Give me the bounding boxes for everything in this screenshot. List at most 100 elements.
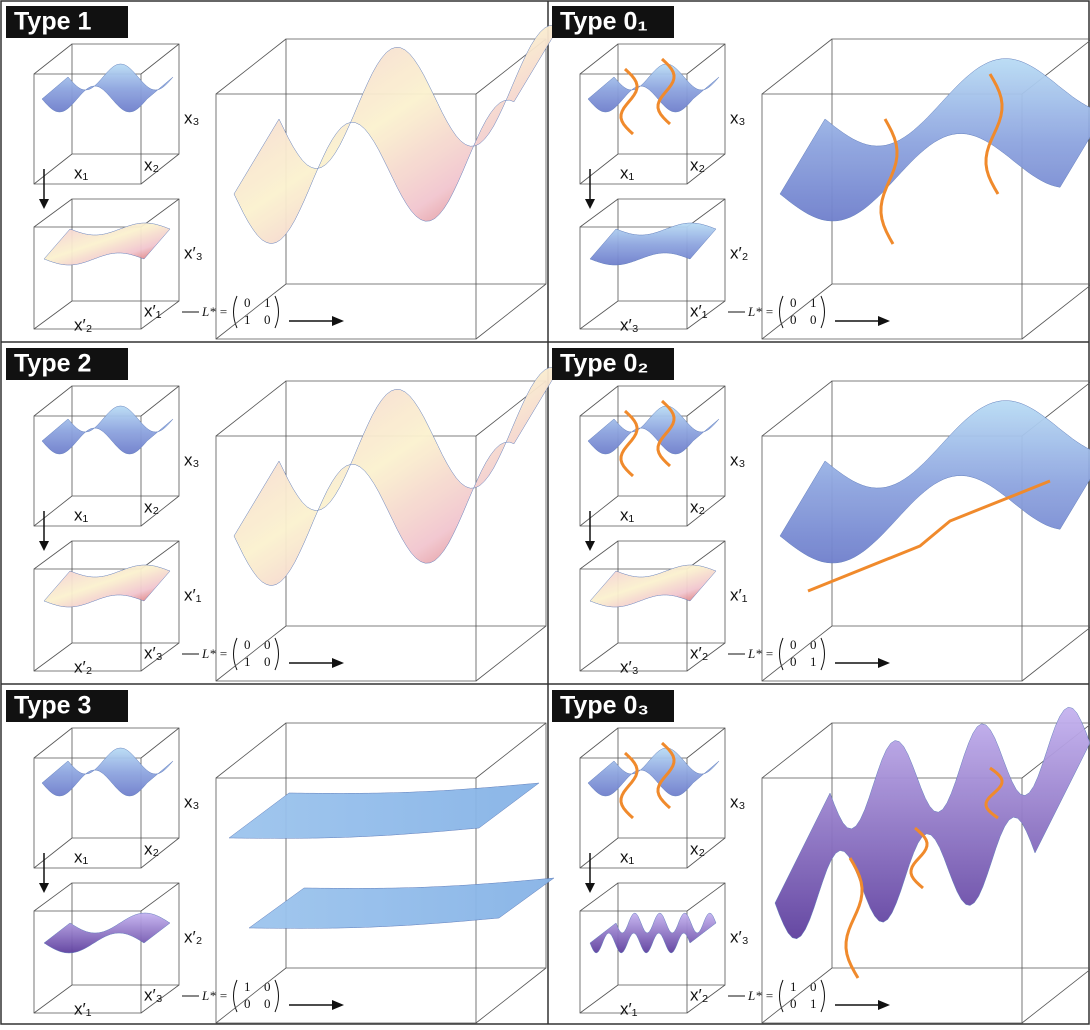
panel-title: Type 3: [14, 692, 91, 720]
box-edge: [140, 300, 180, 330]
matrix-entry: 1: [244, 312, 251, 327]
axis-label: x′₃: [620, 315, 639, 334]
box-edge: [579, 300, 619, 330]
matrix-label: L* =: [747, 304, 774, 319]
paren: [274, 295, 279, 329]
box-edge: [475, 722, 547, 779]
box-edge: [579, 495, 619, 527]
surface: [41, 405, 174, 455]
box-edge: [579, 540, 619, 570]
surface: [589, 912, 717, 954]
axis-label: x′₃: [144, 985, 163, 1004]
axis-label: x′₁: [184, 585, 202, 604]
box-edge: [215, 722, 287, 779]
box-edge: [579, 837, 619, 869]
title-bg: [6, 6, 128, 38]
title-bg: [552, 690, 674, 722]
box-edge: [761, 38, 833, 95]
matrix-entry: 1: [790, 979, 797, 994]
axis-label: x₂: [144, 155, 159, 174]
box-edge: [686, 727, 726, 759]
box-edge: [33, 642, 73, 672]
matrix-entry: 0: [810, 637, 817, 652]
box-edge: [1021, 969, 1090, 1024]
box-edge: [686, 153, 726, 185]
matrix-entry: 0: [244, 996, 251, 1011]
box-edge: [579, 385, 619, 417]
box-edge: [140, 984, 180, 1014]
curve: [656, 57, 676, 126]
box-edge: [831, 722, 1090, 969]
panel-title: Type 2: [14, 350, 91, 378]
box-edge: [33, 300, 73, 330]
paren: [779, 637, 784, 671]
matrix-label: L* =: [201, 646, 228, 661]
axis-label: x₃: [730, 108, 745, 127]
arrow-head: [878, 1000, 890, 1010]
surface: [779, 58, 1090, 222]
box-edge: [215, 967, 287, 1024]
box-edge: [686, 882, 726, 912]
box-edge: [140, 882, 180, 912]
axis-label: x′₂: [730, 243, 748, 262]
paren: [820, 295, 825, 329]
box-edge: [686, 43, 726, 75]
box-edge: [475, 283, 547, 340]
box-edge: [33, 540, 73, 570]
box-edge: [33, 385, 73, 417]
surface: [233, 24, 560, 244]
matrix-entry: 0: [790, 654, 797, 669]
axis-label: x₃: [184, 450, 199, 469]
axis-label: x₂: [144, 839, 159, 858]
arrow-head: [585, 199, 595, 209]
panel-title: Type 1: [14, 8, 91, 36]
arrow-head: [332, 1000, 344, 1010]
axis-label: x₂: [690, 155, 705, 174]
arrow-head: [39, 883, 49, 893]
arrow-head: [332, 316, 344, 326]
matrix-entry: 0: [264, 996, 271, 1011]
axis-label: x′₁: [620, 999, 638, 1018]
box-edge: [686, 385, 726, 417]
box-edge: [140, 198, 180, 228]
matrix-entry: 0: [264, 312, 271, 327]
curve: [619, 67, 639, 136]
axis-label: x′₃: [730, 927, 749, 946]
axis-label: x′₂: [74, 657, 92, 676]
matrix-entry: 0: [790, 312, 797, 327]
axis-label: x′₁: [144, 301, 162, 320]
paren: [274, 637, 279, 671]
arrow-head: [878, 658, 890, 668]
axis-label: x′₂: [690, 643, 708, 662]
box-edge: [475, 625, 547, 682]
box-edge: [761, 625, 833, 682]
arrow-head: [332, 658, 344, 668]
box-edge: [140, 540, 180, 570]
matrix-entry: 0: [264, 654, 271, 669]
axis-label: x₃: [730, 450, 745, 469]
box-edge: [33, 984, 73, 1014]
arrow-head: [39, 199, 49, 209]
paren: [233, 295, 238, 329]
axis-label: x₁: [74, 847, 89, 866]
surface: [587, 63, 720, 113]
surface: [228, 782, 540, 839]
axis-label: x′₃: [620, 657, 639, 676]
matrix-entry: 0: [264, 637, 271, 652]
box-edge: [686, 837, 726, 869]
axis-label: x₂: [690, 839, 705, 858]
matrix-entry: 0: [790, 996, 797, 1011]
arrow-head: [878, 316, 890, 326]
box-edge: [285, 722, 547, 969]
axis-label: x′₂: [184, 927, 202, 946]
axis-label: x₃: [730, 792, 745, 811]
axis-label: x₂: [144, 497, 159, 516]
box-edge: [33, 837, 73, 869]
curve: [844, 857, 864, 979]
box-edge: [686, 495, 726, 527]
paren: [233, 637, 238, 671]
surface: [233, 366, 560, 586]
